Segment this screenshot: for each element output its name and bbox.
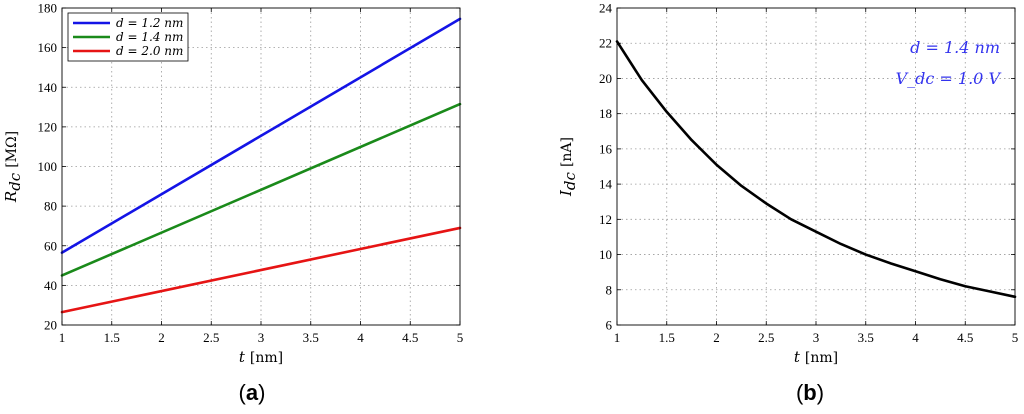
y-tick-label: 140	[38, 80, 58, 95]
panel-letter: b	[803, 380, 816, 405]
panel-caption: (b)	[796, 380, 824, 405]
series-line	[60, 226, 462, 314]
chart-panel-a: 1 1.5 2 2.5 3 3.5 4 4.5 5 20 40 60 80 100 120 140 160 180…	[2, 1, 463, 406]
panel-letter: a	[246, 380, 259, 405]
panel-paren-open: (	[796, 380, 804, 405]
y-tick-label: 24	[599, 1, 613, 16]
y-tick-label: 100	[38, 159, 58, 174]
x-tick-label: 4	[912, 330, 919, 345]
x-tick-label: 5	[457, 330, 464, 345]
x-tick-label: 2	[713, 330, 720, 345]
x-axis-label: t [nm]	[794, 348, 838, 366]
y-tick-label: 160	[38, 40, 58, 55]
x-axis-unit: [nm]	[805, 350, 838, 366]
x-axis-variable: t	[239, 348, 246, 366]
x-tick-label: 1	[59, 330, 66, 345]
x-tick-label: 1	[614, 330, 621, 345]
x-tick-label: 2	[158, 330, 165, 345]
y-axis-variable: I	[557, 189, 575, 197]
x-tick-label: 4.5	[957, 330, 973, 345]
legend-label: d = 1.2 nm	[116, 16, 183, 30]
y-axis-label: Idc [nA]	[557, 137, 579, 197]
panel-caption: (a)	[239, 380, 266, 405]
y-axis-subscript: dc	[6, 172, 24, 191]
y-axis-subscript: dc	[561, 171, 579, 190]
x-tick-label: 1.5	[659, 330, 675, 345]
legend-label: d = 2.0 nm	[116, 44, 183, 58]
y-axis-label: Rdc [MΩ]	[2, 131, 24, 203]
x-tick-label: 3.5	[303, 330, 319, 345]
x-tick-label: 1.5	[104, 330, 120, 345]
y-axis-unit: [nA]	[559, 137, 575, 167]
x-tick-label: 3	[813, 330, 820, 345]
y-tick-label: 16	[599, 141, 613, 156]
x-tick-label: 5	[1012, 330, 1019, 345]
axes-box	[616, 7, 1016, 326]
y-tick-label: 20	[599, 71, 612, 86]
x-axis-label: t [nm]	[239, 348, 283, 366]
x-axis-variable: t	[794, 348, 801, 366]
x-tick-label: 4	[357, 330, 364, 345]
y-tick-label: 10	[599, 247, 612, 262]
x-tick-label: 2.5	[758, 330, 774, 345]
y-axis-unit: [MΩ]	[4, 131, 20, 168]
series-line	[60, 17, 462, 254]
panel-paren-open: (	[239, 380, 247, 405]
legend: d = 1.2 nmd = 1.4 nmd = 2.0 nm	[67, 12, 189, 62]
axes-box	[61, 7, 461, 326]
x-tick-label: 4.5	[402, 330, 418, 345]
y-tick-label: 18	[599, 106, 612, 121]
y-tick-label: 6	[606, 318, 613, 333]
x-axis-unit: [nm]	[250, 350, 283, 366]
y-tick-label: 40	[44, 278, 57, 293]
y-tick-label: 60	[44, 238, 57, 253]
panel-paren-close: )	[258, 380, 265, 405]
panel-paren-close: )	[817, 380, 824, 405]
x-tick-label: 2.5	[203, 330, 219, 345]
y-tick-label: 120	[38, 119, 58, 134]
chart-panel-b: 1 1.5 2 2.5 3 3.5 4 4.5 5 6 8 10 12 14 16 18 20 22 24 t [nm]…	[557, 1, 1018, 406]
y-tick-label: 8	[606, 282, 613, 297]
x-tick-label: 3	[258, 330, 265, 345]
y-tick-label: 20	[44, 318, 57, 333]
series-line	[615, 40, 1017, 299]
y-tick-label: 14	[599, 177, 613, 192]
series-line	[60, 102, 462, 277]
legend-label: d = 1.4 nm	[116, 30, 183, 44]
y-tick-label: 80	[44, 199, 57, 214]
y-tick-label: 12	[599, 212, 612, 227]
annotation-vdc: V_dc = 1.0 V	[896, 69, 1002, 88]
annotation-d: d = 1.4 nm	[910, 38, 1000, 57]
y-axis-variable: R	[2, 191, 20, 203]
y-tick-label: 22	[599, 36, 612, 51]
x-tick-label: 3.5	[858, 330, 874, 345]
y-tick-label: 180	[38, 1, 58, 16]
